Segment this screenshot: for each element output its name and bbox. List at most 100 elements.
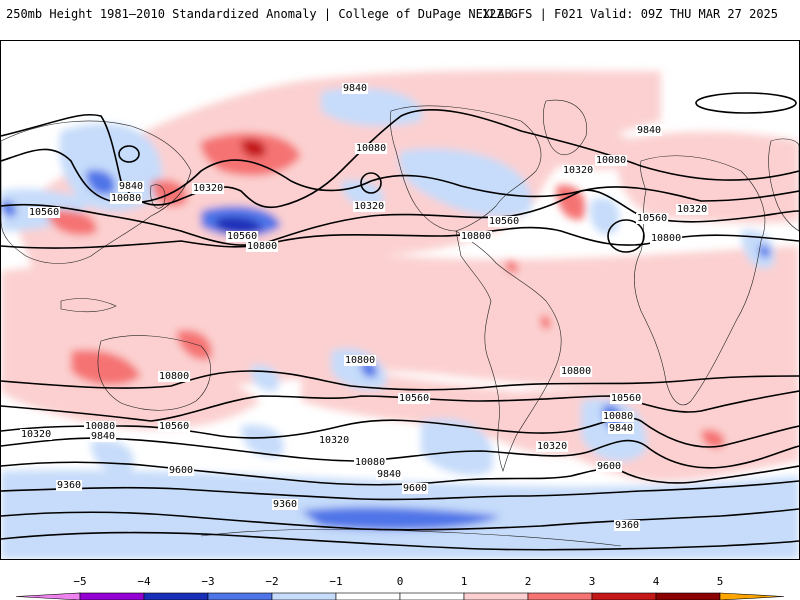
contour-label-bg (460, 231, 493, 242)
anomaly-region (176, 330, 212, 360)
anomaly-region (341, 180, 384, 208)
contour-label: 9840 (343, 83, 367, 94)
colorbar-tick-label: 3 (589, 575, 596, 588)
colorbar: −5 −4 −3 −2 −1 0 1 2 3 4 5 (0, 570, 800, 600)
contour-label: 9840 (377, 469, 401, 480)
map-panel[interactable]: 9840 9840 9840 10080 10080 10080 10080 1… (0, 40, 800, 560)
anomaly-region (505, 260, 518, 274)
contour-label-bg (602, 411, 635, 422)
anomaly-region (590, 197, 620, 235)
contour-label-bg (562, 165, 595, 176)
map-canvas: 9840 9840 9840 10080 10080 10080 10080 1… (1, 70, 799, 559)
contour-label-bg (20, 429, 53, 440)
continent-outline (97, 335, 211, 411)
continent-outline (200, 528, 622, 547)
contour-label-bg (158, 421, 191, 432)
colorbar-cell (655, 592, 721, 600)
contour-label: 10800 (561, 366, 591, 377)
contour-label-bg (118, 181, 145, 192)
contour-label-bg (676, 204, 709, 215)
contour-label: 10320 (354, 201, 384, 212)
anomaly-region (399, 148, 532, 218)
continent-outline (768, 138, 799, 232)
contour-label-bg (650, 233, 683, 244)
colorbar-tick-label: −1 (329, 575, 342, 588)
contour-label-bg (158, 371, 191, 382)
contour-label: 10320 (677, 204, 707, 215)
anomaly-region (241, 139, 266, 158)
contour-label: 9360 (615, 520, 639, 531)
colorbar-cell (79, 592, 145, 600)
contour-line (1, 109, 799, 209)
anomaly-region (758, 245, 771, 258)
contour-line (1, 461, 799, 486)
contour-label: 9600 (403, 483, 427, 494)
colorbar-cell (527, 592, 593, 600)
colorbar-cell (271, 592, 337, 600)
contour-label: 9360 (57, 480, 81, 491)
anomaly-region (241, 425, 284, 458)
contour-label: 10080 (85, 421, 115, 432)
contour-line (1, 480, 799, 501)
colorbar-cell (143, 592, 209, 600)
contour-label-bg (636, 125, 663, 136)
anomaly-region (216, 216, 263, 234)
contour-label-bg (614, 520, 641, 531)
contour-labels: 9840 9840 9840 10080 10080 10080 10080 1… (20, 83, 709, 531)
continent-outline (1, 120, 192, 264)
contour-line (1, 148, 799, 204)
anomaly-region (85, 169, 116, 195)
model-valid-time: 12Z GFS | F021 Valid: 09Z THU MAR 27 202… (481, 7, 778, 21)
contour-label-bg (608, 423, 635, 434)
contour-label: 10800 (247, 241, 277, 252)
contour-label: 10560 (637, 213, 667, 224)
contour-label-bg (353, 201, 386, 212)
contour-label-bg (402, 483, 429, 494)
anomaly-region (421, 418, 493, 475)
contour-label: 10320 (21, 429, 51, 440)
contour-line (1, 531, 799, 551)
map-title: 250mb Height 1981–2010 Standardized Anom… (6, 7, 512, 21)
anomaly-region (741, 230, 775, 269)
contour-label: 10320 (563, 165, 593, 176)
colorbar-cell (335, 592, 401, 600)
contour-label-bg (226, 231, 259, 242)
contour-label-bg (28, 207, 61, 218)
contour-label: 10080 (356, 143, 386, 154)
anomaly-region (701, 429, 725, 449)
contour-line (1, 416, 799, 448)
contour-line (695, 92, 797, 114)
contour-label: 9600 (597, 461, 621, 472)
contour-label-bg (488, 216, 521, 227)
anomaly-region (71, 349, 141, 386)
contour-label-bg (318, 435, 351, 446)
contour-label-bg (376, 469, 403, 480)
contour-label: 10560 (29, 207, 59, 218)
contour-label: 10320 (193, 183, 223, 194)
contour-line (118, 145, 140, 163)
contour-label-bg (342, 83, 369, 94)
contour-label-bg (90, 431, 117, 442)
anomaly-region (617, 131, 799, 224)
contour-label: 9840 (119, 181, 143, 192)
contour-label-bg (354, 457, 387, 468)
colorbar-tick-label: −5 (73, 575, 86, 588)
continent-outline (389, 105, 542, 232)
contour-label-bg (110, 193, 143, 204)
colorbar-tick-label: −2 (265, 575, 278, 588)
contour-label-bg (636, 213, 669, 224)
colorbar-tick-label: 5 (717, 575, 724, 588)
contour-label: 10560 (489, 216, 519, 227)
contour-label: 9600 (169, 465, 193, 476)
contour-label: 10560 (399, 393, 429, 404)
colorbar-cell (719, 592, 785, 600)
contour-label-bg (610, 393, 643, 404)
anomaly-region (321, 87, 423, 127)
contour-label-bg (355, 143, 388, 154)
continent-outline (60, 298, 117, 312)
contour-label-bg (536, 441, 569, 452)
contour-label-bg (344, 355, 377, 366)
colorbar-cell (399, 592, 465, 600)
contour-label-bg (398, 393, 431, 404)
contour-label: 10080 (596, 155, 626, 166)
